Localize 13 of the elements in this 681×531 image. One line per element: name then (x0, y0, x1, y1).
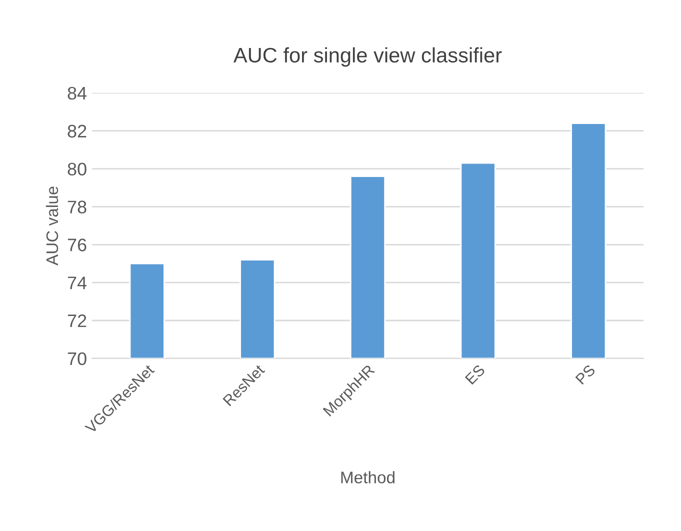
y-tick-label: 82 (68, 124, 86, 138)
y-tick-label: 72 (68, 314, 86, 328)
y-tick-label: 70 (68, 352, 86, 366)
y-tick-label: 76 (68, 238, 86, 252)
chart-title: AUC for single view classifier (233, 47, 502, 67)
y-tick-label: 80 (68, 162, 86, 176)
y-axis-title: AUC value (46, 186, 58, 266)
x-tick-label: PS (575, 364, 596, 385)
y-tick-label: 78 (68, 200, 86, 214)
y-tick-label: 74 (68, 276, 87, 290)
x-axis-title: Method (341, 471, 394, 484)
y-tick-label: 84 (68, 86, 87, 100)
x-tick-label: ES (464, 364, 486, 385)
